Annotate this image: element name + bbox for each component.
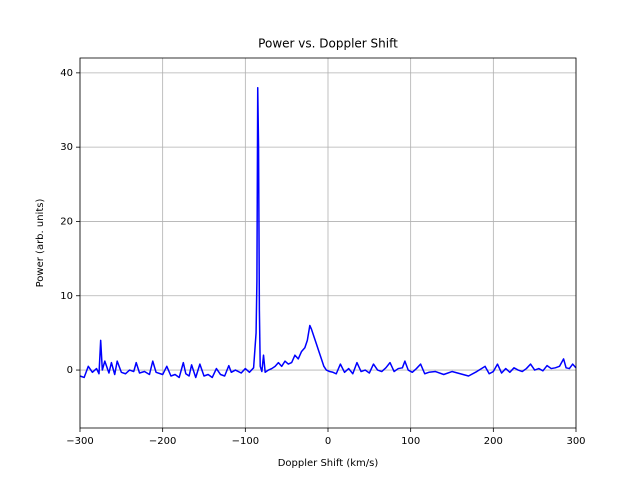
x-tick-label: 300 xyxy=(566,436,585,447)
x-axis-label: Doppler Shift (km/s) xyxy=(278,458,379,469)
y-tick-label: 40 xyxy=(60,68,73,79)
x-tick-label: 0 xyxy=(325,436,331,447)
x-tick-label: −100 xyxy=(232,436,259,447)
x-tick-label: −300 xyxy=(66,436,93,447)
plot-frame xyxy=(79,57,577,429)
y-tick-label: 30 xyxy=(60,142,73,153)
chart-title: Power vs. Doppler Shift xyxy=(258,37,398,51)
y-axis-label: Power (arb. units) xyxy=(35,199,46,288)
y-tick-label: 20 xyxy=(60,216,73,227)
y-tick-label: 10 xyxy=(60,291,73,302)
x-tick-label: 200 xyxy=(484,436,503,447)
y-tick-label: 0 xyxy=(67,365,73,376)
x-tick-label: −200 xyxy=(149,436,176,447)
x-tick-label: 100 xyxy=(401,436,420,447)
data-line xyxy=(79,86,577,379)
